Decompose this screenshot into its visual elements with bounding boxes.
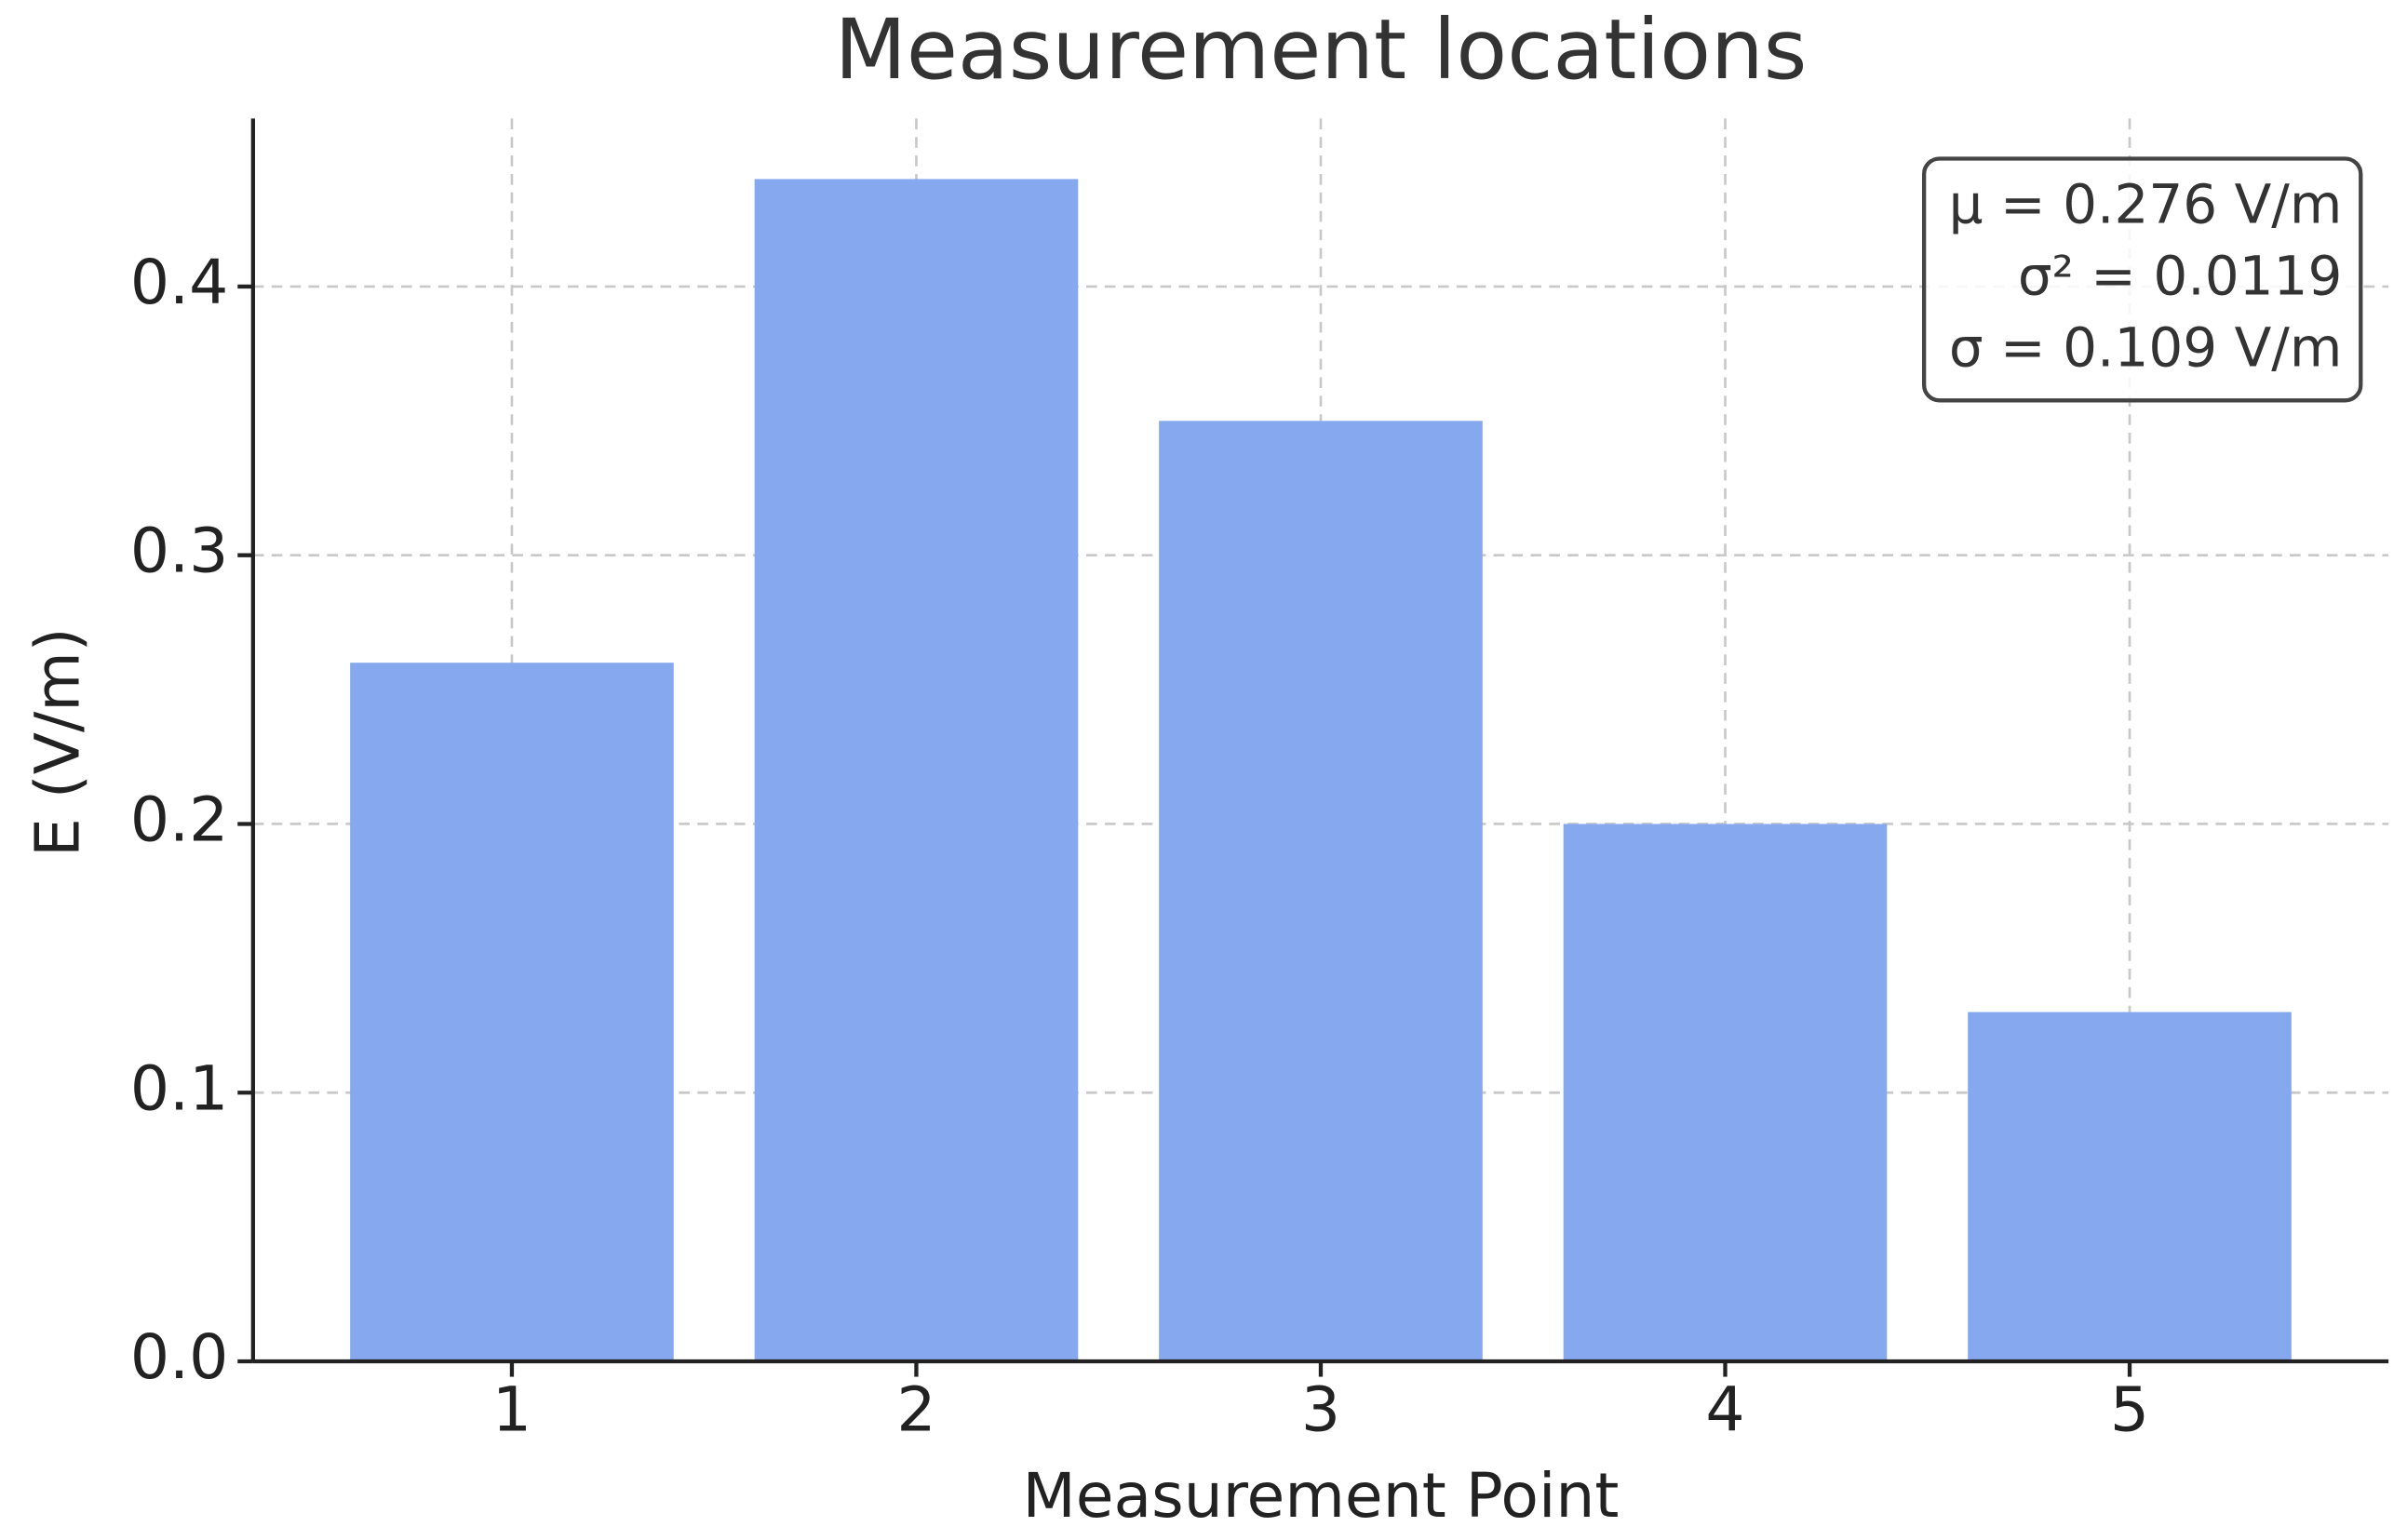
x-tick-label: 3 — [1301, 1373, 1340, 1445]
stats-line: σ = 0.109 V/m — [1949, 315, 2343, 379]
chart-title: Measurement locations — [835, 2, 1808, 99]
bars — [350, 179, 2292, 1362]
y-tick-label: 0.0 — [130, 1321, 228, 1393]
x-tick-label: 5 — [2110, 1373, 2149, 1445]
axes: 0.0 0.1 0.2 0.3 0.4 1 2 3 4 5 — [130, 118, 2389, 1445]
bar — [754, 179, 1079, 1362]
x-axis-label: Measurement Point — [1023, 1460, 1620, 1532]
bar — [1563, 824, 1888, 1362]
stats-line: μ = 0.276 V/m — [1949, 173, 2343, 236]
y-tick-label: 0.2 — [130, 784, 228, 856]
bar — [350, 663, 674, 1362]
bar — [1968, 1011, 2292, 1362]
y-axis-label: E (V/m) — [21, 627, 93, 857]
x-tick-label: 4 — [1705, 1373, 1744, 1445]
x-tick-label: 1 — [492, 1373, 531, 1445]
stats-line: σ² = 0.0119 — [2018, 245, 2343, 308]
stats-box-frame — [1921, 156, 2363, 403]
x-tick-label: 2 — [896, 1373, 935, 1445]
y-tick-label: 0.3 — [130, 516, 228, 587]
y-tick-label: 0.1 — [130, 1052, 228, 1124]
bar — [1159, 421, 1483, 1362]
stats-box: μ = 0.276 V/m σ² = 0.0119 σ = 0.109 V/m — [1921, 156, 2363, 403]
y-tick-label: 0.4 — [130, 247, 228, 318]
